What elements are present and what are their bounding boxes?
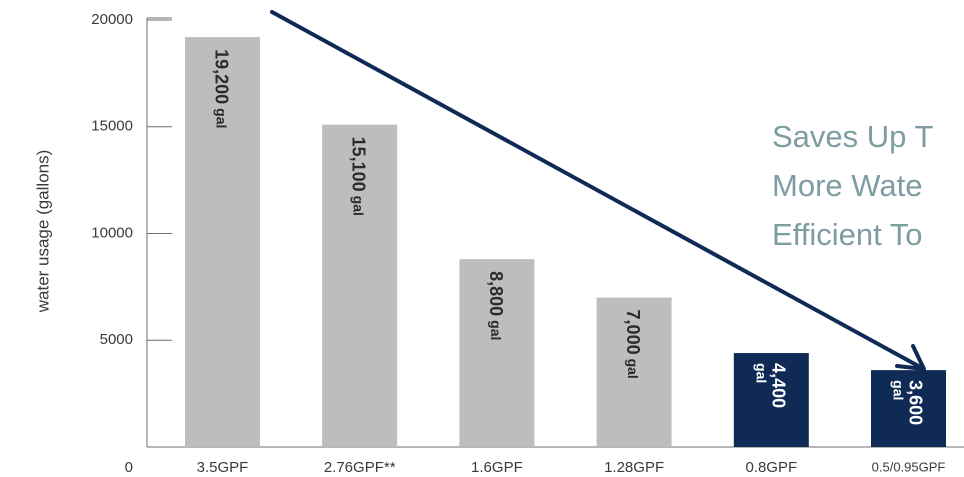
data-label-unit: gal [625,359,641,379]
bar [733,353,809,447]
y-ticks: 0 5000 10000 15000 20000 [91,11,172,476]
x-tick-label: 2.76GPF** [324,459,396,476]
y-axis-label: water usage (gallons) [33,150,52,314]
data-label: 4,400gal [754,363,789,408]
bar [459,259,535,447]
bar-group: 4,400gal [733,353,809,447]
x-tick-label: 1.28GPF [604,459,664,476]
bar-group: 7,000 gal [596,297,672,447]
bar-group: 8,800 gal [459,259,535,447]
headline-line-2: More Wate [772,168,922,203]
data-label: 8,800 gal [486,271,506,340]
data-label-value: 3,600 [906,380,926,425]
trend-arrow [270,10,926,371]
y-tick-label: 15000 [91,118,133,135]
data-label-unit: gal [488,320,504,340]
y-tick-label: 5000 [100,331,133,348]
data-label: 7,000 gal [623,310,643,379]
x-ticks: 3.5GPF 2.76GPF** 1.6GPF 1.28GPF 0.8GPF 0.5/0.… [197,459,946,476]
bar [185,37,260,448]
data-label: 3,600gal [891,380,926,425]
data-label: 19,200 gal [212,49,232,128]
y-tick-label: 20000 [91,11,133,28]
headline-line-1: Saves Up T [772,119,933,154]
arrow-shaft [270,10,924,370]
bar-group: 15,100 gal [322,124,398,448]
y-tick-label: 10000 [91,224,133,241]
x-tick-label: 0.5/0.95GPF [872,459,946,474]
data-label-value: 4,400 [769,363,789,408]
y-tick-label: 0 [125,459,133,476]
bar-group: 3,600gal [871,370,946,447]
data-label: 15,100 gal [349,137,369,216]
bar [871,370,946,447]
data-label-unit: gal [214,108,230,128]
headline: Saves Up T More Wate Efficient To [772,119,933,252]
data-label-unit: gal [351,196,367,216]
x-tick-label: 1.6GPF [471,459,523,476]
axes [146,18,964,448]
data-label-unit: gal [891,380,907,400]
data-label-value: 8,800 [486,271,506,316]
arrow-head [895,344,926,371]
bar [322,124,398,448]
bar-group: 19,200 gal [185,37,260,448]
x-tick-label: 3.5GPF [197,459,249,476]
data-label-value: 7,000 [623,310,643,355]
data-label-value: 19,200 [212,49,232,104]
headline-line-3: Efficient To [772,217,923,252]
x-tick-label: 0.8GPF [745,459,797,476]
data-label-value: 15,100 [349,137,369,192]
data-label-unit: gal [754,363,770,383]
bar [596,297,672,447]
